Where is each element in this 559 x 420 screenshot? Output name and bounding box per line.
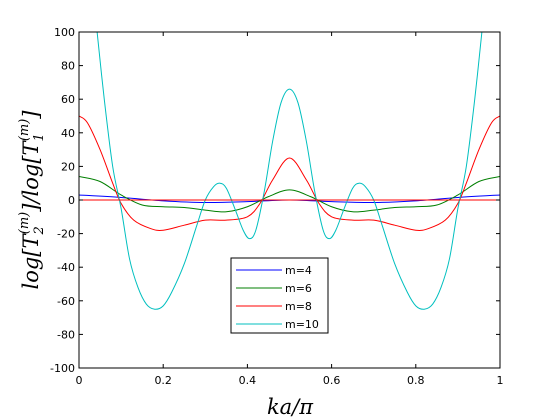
x-tick-label: 0.6 [323,374,341,387]
y-tick-label: 100 [54,26,75,39]
y-tick-label: 40 [61,127,75,140]
series-line-m8 [79,115,500,231]
series-line-m10 [96,32,483,310]
y-tick-label: 20 [61,160,75,173]
y-tick-label: -40 [57,261,75,274]
legend-label-m4: m=4 [285,264,312,277]
y-tick-label: -100 [50,362,75,375]
x-axis-label: ka/π [267,395,314,419]
legend-label-m8: m=8 [285,300,312,313]
x-tick-label: 0.8 [407,374,425,387]
x-tick-label: 0 [76,374,83,387]
legend-label-m10: m=10 [285,318,319,331]
y-tick-label: 80 [61,60,75,73]
y-axis-label: log[T2(m)]/log[T1(m)] [17,110,47,290]
y-tick-label: -80 [57,328,75,341]
legend-label-m6: m=6 [285,282,312,295]
y-tick-label: -20 [57,228,75,241]
x-tick-label: 1 [497,374,504,387]
y-tick-label: -60 [57,295,75,308]
x-tick-label: 0.4 [239,374,257,387]
y-tick-label: 0 [68,194,75,207]
x-tick-label: 0.2 [154,374,172,387]
y-tick-label: 60 [61,93,75,106]
legend: m=4 m=6 m=8 m=10 [230,257,329,334]
series-line-m6 [79,175,500,213]
